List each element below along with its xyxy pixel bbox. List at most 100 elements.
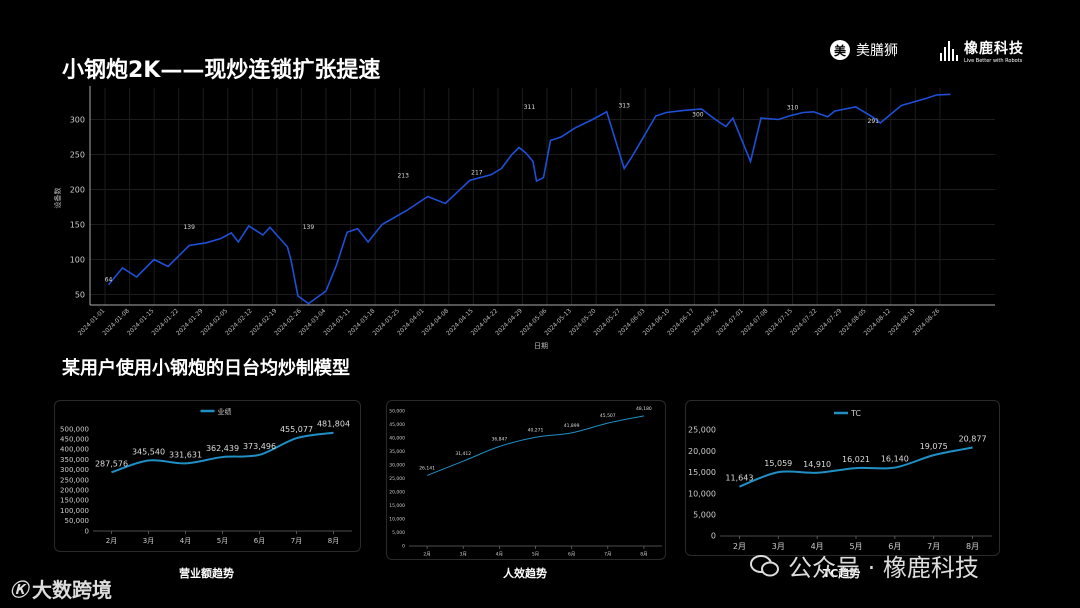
y-tick-label: 0 <box>402 544 405 550</box>
revenue-chart-caption: 营业额趋势 <box>179 567 234 580</box>
x-tick-label: 6月 <box>888 542 901 551</box>
main-chart-data-label: 217 <box>471 170 483 177</box>
data-label: 36,847 <box>491 437 507 443</box>
xianglu-logo-tagline: Live Better with Robots <box>964 58 1023 64</box>
y-tick-label: 200,000 <box>60 487 89 495</box>
main-chart-y-tick-label: 150 <box>70 221 85 230</box>
data-label: 45,507 <box>600 413 616 419</box>
main-chart-y-tick-label: 50 <box>75 291 85 300</box>
x-tick-label: 8月 <box>640 552 647 558</box>
y-tick-label: 150,000 <box>60 497 89 505</box>
y-tick-label: 15,000 <box>688 468 716 477</box>
x-tick-label: 3月 <box>460 552 467 558</box>
data-label: 362,439 <box>206 444 239 453</box>
data-label: 48,180 <box>636 406 652 412</box>
main-chart-data-label: 300 <box>692 112 704 119</box>
x-tick-label: 8月 <box>966 542 979 551</box>
x-tick-label: 2月 <box>733 542 746 551</box>
y-tick-label: 5,000 <box>392 530 405 536</box>
data-label: 20,877 <box>959 434 987 443</box>
x-tick-label: 7月 <box>604 552 611 558</box>
x-tick-label: 3月 <box>143 537 154 545</box>
y-tick-label: 25,000 <box>389 476 405 482</box>
main-chart-y-tick-label: 100 <box>70 256 85 265</box>
meishanshi-logo: 美 美膳狮 <box>830 40 898 60</box>
y-tick-label: 10,000 <box>389 517 405 523</box>
y-tick-label: 250,000 <box>60 476 89 484</box>
data-label: 331,631 <box>169 450 202 459</box>
data-label: 26,141 <box>419 465 435 471</box>
x-tick-label: 7月 <box>927 542 940 551</box>
x-tick-label: 2月 <box>106 537 117 545</box>
main-chart-y-tick-label: 250 <box>70 151 85 160</box>
tc-chart-panel: 0 5,000 10,000 15,000 20,000 25,000 2月 3月 4月 5月 6月… <box>685 400 1000 556</box>
series-line <box>739 446 973 488</box>
data-label: 41,899 <box>564 423 580 429</box>
y-tick-label: 20,000 <box>389 490 405 496</box>
main-chart-y-axis-label: 设备数 <box>53 188 62 209</box>
main-chart-data-label: 64 <box>105 277 113 284</box>
y-tick-label: 0 <box>711 532 716 541</box>
revenue-chart: 0 50,000 100,000 150,000 200,000 250,000 300,0… <box>60 407 352 545</box>
device-count-chart: 50 100 150 200 250 300 2024-01-012024-01-0820… <box>53 86 995 350</box>
meishanshi-logo-text: 美膳狮 <box>856 43 898 59</box>
main-chart-data-label: 311 <box>524 104 536 111</box>
x-tick-label: 7月 <box>291 537 302 545</box>
x-tick-label: 4月 <box>811 542 824 551</box>
legend-label: TC <box>850 409 861 418</box>
xianglu-logo-icon <box>940 41 958 61</box>
data-label: 40,271 <box>528 427 544 433</box>
y-tick-label: 350,000 <box>60 456 89 464</box>
device-count-series-line <box>107 93 951 305</box>
main-chart-data-label: 291 <box>868 118 880 125</box>
x-tick-label: 6月 <box>568 552 575 558</box>
y-tick-label: 500,000 <box>60 425 89 433</box>
y-tick-label: 40,000 <box>389 436 405 442</box>
y-tick-label: 50,000 <box>389 409 405 415</box>
main-chart-data-label: 313 <box>618 102 630 109</box>
data-label: 19,075 <box>920 442 948 451</box>
wechat-account-watermark: 公众号 · 橡鹿科技 <box>750 548 979 583</box>
data-label: 14,910 <box>803 460 831 469</box>
y-tick-label: 400,000 <box>60 446 89 454</box>
data-label: 287,576 <box>95 459 128 468</box>
x-tick-label: 2月 <box>423 552 430 558</box>
data-label: 11,643 <box>725 474 753 483</box>
xianglu-logo: 橡鹿科技 Live Better with Robots <box>940 38 1024 64</box>
legend-label: 业绩 <box>218 407 232 416</box>
y-tick-label: 450,000 <box>60 436 89 444</box>
x-tick-label: 5月 <box>217 537 228 545</box>
dashu-logo-icon: Ⓚ <box>10 579 28 601</box>
main-chart-data-label: 213 <box>397 172 409 179</box>
series-line <box>111 431 334 474</box>
main-chart-annotations: 64 139 139 213 217 311 313 300 310 291 <box>105 102 879 283</box>
x-tick-label: 8月 <box>328 537 339 545</box>
data-label: 345,540 <box>132 448 165 457</box>
tc-chart-caption: TC趋势 <box>822 567 861 580</box>
x-tick-label: 5月 <box>532 552 539 558</box>
data-label: 31,412 <box>455 451 471 457</box>
y-tick-label: 30,000 <box>389 463 405 469</box>
xianglu-logo-text: 橡鹿科技 <box>964 41 1024 57</box>
data-label: 373,496 <box>243 442 276 451</box>
dashu-watermark-text: 大数跨境 <box>32 578 112 602</box>
main-chart-data-label: 139 <box>303 224 315 231</box>
x-tick-label: 6月 <box>254 537 265 545</box>
efficiency-chart-panel: 0 5,000 10,000 15,000 20,000 25,000 30,000 35,0… <box>386 400 666 560</box>
data-label: 481,804 <box>317 420 350 429</box>
main-chart-x-tick-label: 2024-08-26 <box>912 307 942 337</box>
y-tick-label: 15,000 <box>389 503 405 509</box>
data-label: 16,140 <box>881 455 909 464</box>
y-tick-label: 5,000 <box>693 510 716 519</box>
wechat-icon <box>750 554 779 576</box>
wechat-account-text: 公众号 · 橡鹿科技 <box>788 554 979 582</box>
main-chart-y-ticks: 50 100 150 200 250 300 <box>70 116 85 300</box>
y-tick-label: 300,000 <box>60 466 89 474</box>
revenue-chart-panel: 0 50,000 100,000 150,000 200,000 250,000 300,0… <box>54 400 361 552</box>
efficiency-chart: 0 5,000 10,000 15,000 20,000 25,000 30,000 35,0… <box>389 406 662 558</box>
data-label: 16,021 <box>842 455 870 464</box>
meishanshi-logo-icon: 美 <box>830 40 850 60</box>
tc-chart: 0 5,000 10,000 15,000 20,000 25,000 2月 3月 4月 5月 6月… <box>688 409 992 551</box>
main-chart-data-label: 139 <box>183 224 195 231</box>
main-chart-x-ticks: 2024-01-012024-01-082024-01-152024-01-22… <box>77 307 942 337</box>
